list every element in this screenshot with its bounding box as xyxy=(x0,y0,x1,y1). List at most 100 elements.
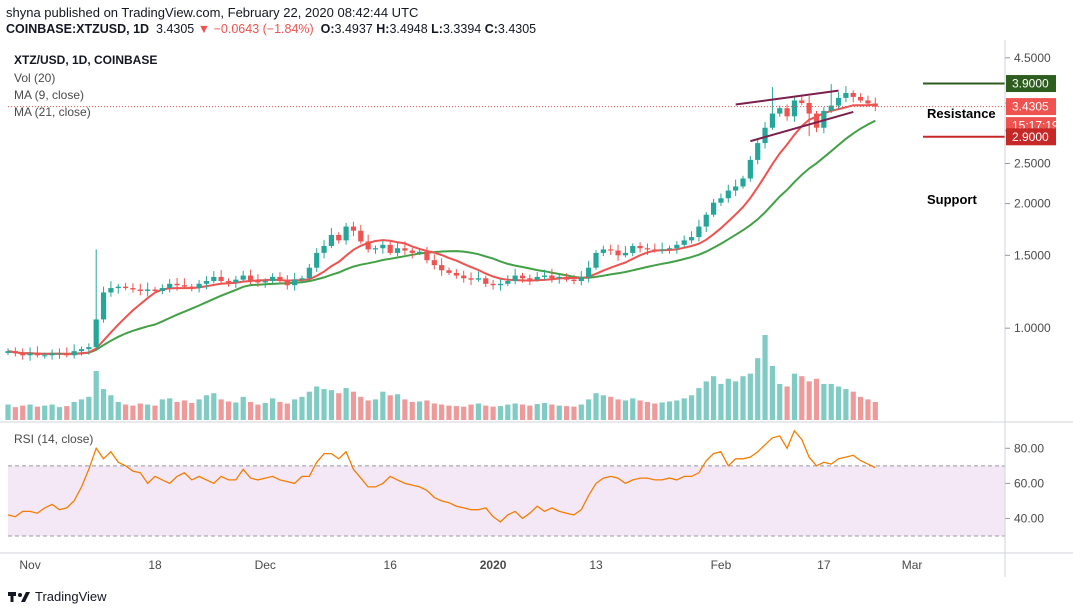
candle-body xyxy=(343,226,349,241)
volume-bar xyxy=(534,404,540,420)
volume-bar xyxy=(196,399,202,420)
candle-body xyxy=(100,292,107,320)
candle-body xyxy=(358,230,364,242)
volume-bar xyxy=(424,400,430,420)
volume-bar xyxy=(123,404,129,420)
time-tick-label: 16 xyxy=(384,558,398,572)
volume-bar xyxy=(549,404,555,420)
candle-body xyxy=(174,283,180,286)
candle-body xyxy=(417,251,423,253)
candle-body xyxy=(240,275,246,280)
volume-bar xyxy=(461,406,467,420)
volume-bar xyxy=(674,400,680,420)
candle-body xyxy=(593,252,599,268)
candle-body xyxy=(858,96,864,101)
volume-bar xyxy=(446,405,452,420)
candle-body xyxy=(505,281,511,284)
volume-bar xyxy=(284,403,290,420)
channel-lower-line xyxy=(750,110,854,143)
footer-brand: TradingView xyxy=(35,589,107,604)
channel-upper-line xyxy=(735,89,839,106)
candle-body xyxy=(196,283,202,289)
candle-body xyxy=(799,100,805,103)
time-tick-label: 13 xyxy=(589,558,603,572)
volume-bar xyxy=(167,398,173,420)
candle-body xyxy=(306,267,312,279)
candle-body xyxy=(218,276,224,282)
candle-body xyxy=(813,113,820,128)
volume-bar xyxy=(850,391,856,420)
candle-body xyxy=(740,178,746,187)
candle-body xyxy=(42,355,48,357)
candle-body xyxy=(394,248,401,253)
volume-bar xyxy=(740,376,746,420)
volume-bar xyxy=(747,373,753,420)
volume-bar xyxy=(659,402,665,420)
candle-body xyxy=(468,278,474,280)
candle-body xyxy=(314,252,320,268)
volume-bar xyxy=(527,405,533,420)
candle-body xyxy=(674,244,680,249)
volume-bar xyxy=(402,399,408,420)
volume-bar xyxy=(336,393,342,420)
candle-body xyxy=(299,278,305,280)
tradingview-footer[interactable]: TradingView xyxy=(8,589,107,604)
rsi-tick-label: 40.00 xyxy=(1014,511,1044,525)
volume-bar xyxy=(270,398,276,420)
candle-body xyxy=(56,353,63,355)
candle-body xyxy=(762,127,768,144)
rsi-line xyxy=(7,429,876,523)
candle-body xyxy=(769,113,775,128)
candle-body xyxy=(461,275,467,279)
candle-body xyxy=(659,249,665,251)
volume-bar xyxy=(218,399,224,420)
current-price-label: 3.4305 xyxy=(1012,100,1049,114)
candle-body xyxy=(681,240,687,245)
legend-ma21: MA (21, close) xyxy=(14,105,91,119)
volume-bar xyxy=(431,403,437,420)
candle-body xyxy=(850,93,856,97)
volume-bar xyxy=(593,393,599,420)
volume-bar xyxy=(718,383,724,420)
candle-body xyxy=(512,275,518,282)
volume-bar xyxy=(483,405,489,420)
candle-body xyxy=(372,248,379,250)
volume-bar xyxy=(417,401,423,420)
candle-body xyxy=(755,143,761,160)
volume-bar xyxy=(490,406,496,420)
candle-body xyxy=(784,108,790,117)
candle-body xyxy=(86,347,92,350)
volume-bar xyxy=(247,401,254,420)
volume-bar xyxy=(828,383,834,420)
volume-bar xyxy=(615,399,621,420)
volume-bar xyxy=(5,404,11,420)
candle-body xyxy=(137,289,143,291)
candle-body xyxy=(203,281,210,284)
volume-bar xyxy=(799,376,805,420)
candle-body xyxy=(108,288,114,293)
volume-bar xyxy=(872,401,878,420)
symbol-label: COINBASE:XTZUSD, 1D xyxy=(6,22,150,36)
volume-bar xyxy=(100,389,107,420)
candle-body xyxy=(446,270,452,273)
volume-bar xyxy=(409,401,415,420)
volume-bar xyxy=(299,396,305,420)
resistance-price-label: 3.9000 xyxy=(1012,77,1049,91)
candle-body xyxy=(615,250,621,256)
candle-body xyxy=(534,276,540,280)
candle-body xyxy=(630,245,636,253)
candle-body xyxy=(233,279,239,283)
candle-body xyxy=(424,251,430,261)
candle-body xyxy=(490,283,496,286)
candle-body xyxy=(225,281,232,283)
candle-body xyxy=(835,97,842,106)
candle-body xyxy=(806,102,812,114)
ohlc-header: COINBASE:XTZUSD, 1D 3.4305 ▼ −0.0643 (−1… xyxy=(6,22,536,36)
candle-body xyxy=(350,226,357,231)
volume-bar xyxy=(733,381,739,420)
rsi-label: RSI (14, close) xyxy=(14,432,94,446)
candle-body xyxy=(718,198,724,203)
candle-body xyxy=(578,276,584,282)
candle-body xyxy=(777,108,783,114)
